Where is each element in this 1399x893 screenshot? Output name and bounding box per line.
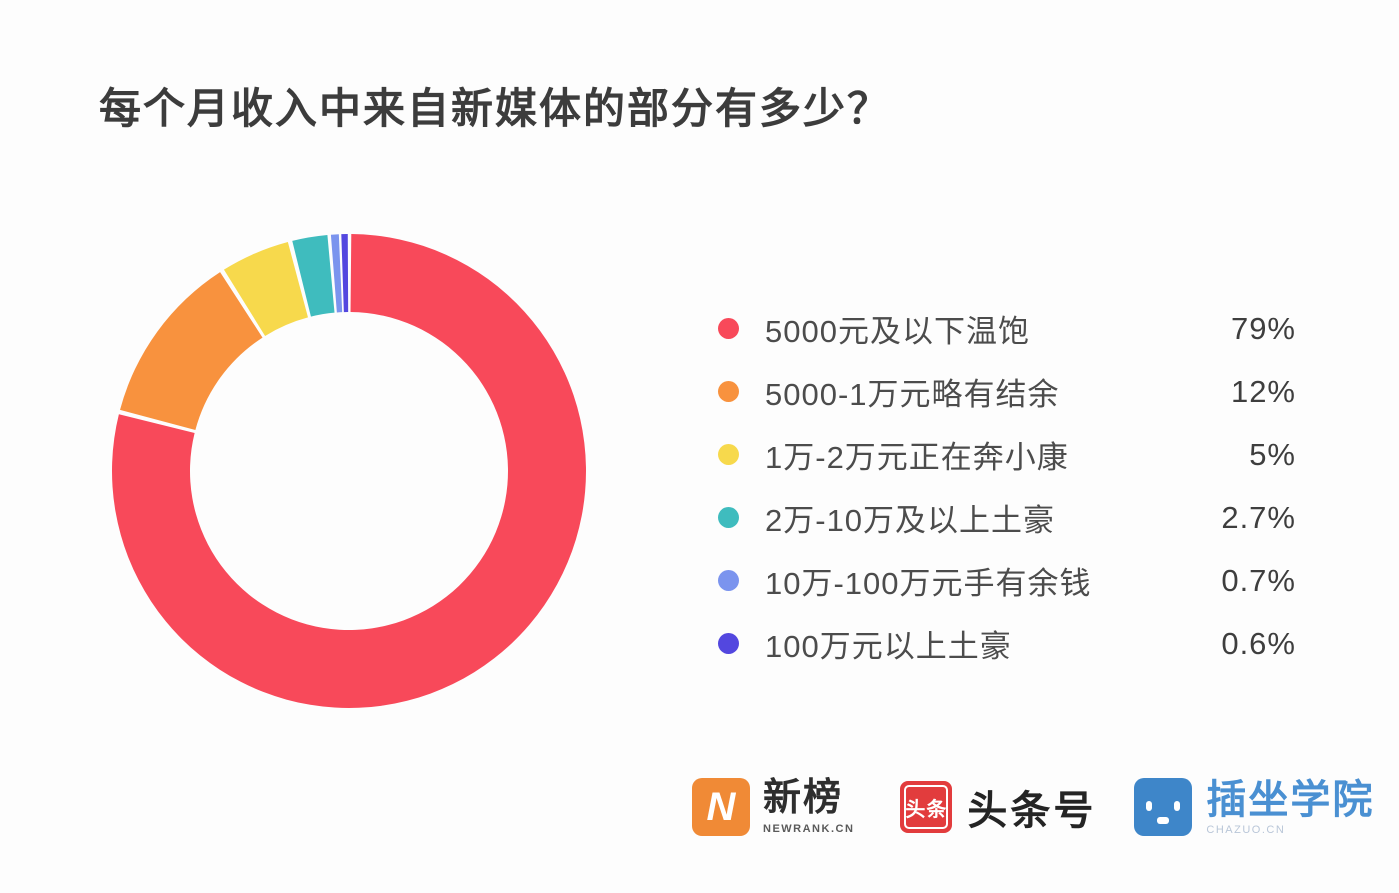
chazuo-name: 插坐学院: [1206, 777, 1375, 822]
legend-label: 5000-1万元略有结余: [765, 377, 1060, 412]
robot-mouth-icon: [1157, 817, 1170, 824]
legend-value: 79%: [1230, 310, 1296, 346]
chazuo-logo: 插坐学院 CHAZUO.CN: [1134, 778, 1374, 836]
donut-slice-3: [292, 234, 335, 317]
newrank-icon: N: [692, 778, 750, 836]
legend-swatch-icon: [718, 318, 739, 339]
legend-value: 2.7%: [1221, 499, 1296, 535]
donut-slice-0: [112, 234, 587, 708]
legend-swatch-icon: [718, 444, 739, 465]
footer-logos: N 新榜 NEWRANK.CN 头条 头条号 插坐学院 CHAZUO.CN: [692, 778, 1374, 836]
legend-value: 0.7%: [1221, 562, 1296, 598]
legend-label: 100万元以上土豪: [765, 629, 1012, 664]
legend-label: 1万-2万元正在奔小康: [765, 440, 1069, 475]
donut-slice-1: [120, 272, 263, 430]
newrank-name: 新榜: [763, 777, 844, 820]
toutiao-name: 头条号: [967, 789, 1097, 833]
newrank-text: 新榜 NEWRANK.CN: [763, 777, 855, 835]
toutiao-icon: 头条: [900, 781, 953, 833]
legend-label: 5000元及以下温饱: [765, 314, 1030, 349]
chart-title: 每个月收入中来自新媒体的部分有多少？: [99, 85, 892, 132]
robot-eye-icon: [1146, 801, 1153, 811]
legend-item: 100万元以上土豪 0.6%: [700, 612, 1296, 675]
toutiao-icon-text: 头条: [905, 798, 948, 821]
legend-label: 10万-100万元手有余钱: [765, 566, 1092, 601]
legend-value: 12%: [1230, 373, 1296, 409]
legend-swatch-icon: [718, 381, 739, 402]
donut-chart-svg: [112, 234, 587, 708]
toutiao-logo: 头条 头条号: [900, 778, 1096, 836]
legend-item: 2万-10万及以上土豪 2.7%: [700, 486, 1296, 549]
legend-item: 5000元及以下温饱 79%: [700, 297, 1296, 360]
newrank-logo: N 新榜 NEWRANK.CN: [692, 778, 854, 836]
chazuo-text: 插坐学院 CHAZUO.CN: [1206, 779, 1374, 836]
donut-slice-4: [330, 234, 343, 313]
chazuo-robot-icon: [1134, 778, 1193, 836]
newrank-subtext: NEWRANK.CN: [763, 822, 855, 835]
chazuo-subtext: CHAZUO.CN: [1206, 823, 1286, 836]
legend-label: 2万-10万及以上土豪: [765, 503, 1056, 538]
legend-swatch-icon: [718, 633, 739, 654]
legend-swatch-icon: [718, 570, 739, 591]
donut-slice-5: [341, 234, 349, 313]
legend-swatch-icon: [718, 507, 739, 528]
legend-value: 0.6%: [1221, 625, 1296, 661]
legend-item: 10万-100万元手有余钱 0.7%: [700, 549, 1296, 612]
donut-chart: [109, 231, 589, 711]
legend: 5000元及以下温饱 79% 5000-1万元略有结余 12% 1万-2万元正在…: [700, 297, 1296, 675]
donut-slice-2: [223, 242, 308, 336]
robot-eye-icon: [1174, 801, 1181, 811]
legend-value: 5%: [1249, 436, 1296, 472]
legend-item: 1万-2万元正在奔小康 5%: [700, 423, 1296, 486]
legend-item: 5000-1万元略有结余 12%: [700, 360, 1296, 423]
